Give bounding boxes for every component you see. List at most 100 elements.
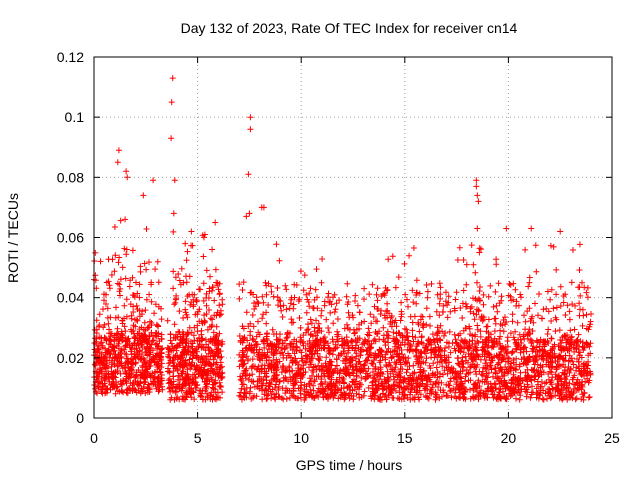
scatter-point xyxy=(472,385,479,392)
scatter-point xyxy=(447,388,453,395)
scatter-point xyxy=(297,324,304,331)
scatter-point xyxy=(587,340,594,347)
scatter-point xyxy=(539,353,546,360)
outlier-point xyxy=(201,231,208,238)
scatter-point xyxy=(449,369,456,376)
scatter-point xyxy=(325,385,332,392)
scatter-point xyxy=(250,323,257,330)
scatter-point xyxy=(568,341,575,348)
scatter-point xyxy=(255,349,262,356)
scatter-point xyxy=(473,311,480,318)
outlier-point xyxy=(473,183,480,190)
scatter-point xyxy=(443,392,450,399)
scatter-point xyxy=(185,377,192,384)
scatter-point xyxy=(142,360,149,367)
scatter-point xyxy=(512,384,519,391)
scatter-point xyxy=(308,320,315,327)
scatter-point xyxy=(341,337,348,343)
scatter-point xyxy=(577,292,584,299)
scatter-point xyxy=(361,362,368,369)
scatter-point xyxy=(459,363,466,370)
scatter-point xyxy=(274,285,281,291)
scatter-point xyxy=(105,256,112,263)
scatter-point xyxy=(122,343,129,350)
scatter-point xyxy=(480,301,487,308)
scatter-point xyxy=(187,391,194,397)
scatter-point xyxy=(413,292,420,298)
scatter-point xyxy=(443,357,450,364)
scatter-point xyxy=(155,343,161,350)
scatter-point xyxy=(553,316,560,323)
scatter-point xyxy=(363,347,370,354)
scatter-point xyxy=(497,352,503,359)
scatter-point xyxy=(191,381,198,387)
scatter-point xyxy=(355,337,361,343)
scatter-point xyxy=(198,393,204,400)
scatter-point xyxy=(530,358,537,365)
scatter-point xyxy=(282,390,289,397)
scatter-point xyxy=(558,378,565,385)
scatter-point xyxy=(263,291,270,298)
scatter-point xyxy=(143,296,150,303)
scatter-point xyxy=(345,309,352,316)
scatter-point xyxy=(249,335,256,342)
scatter-point xyxy=(344,321,350,328)
scatter-point xyxy=(208,323,215,330)
scatter-point xyxy=(184,314,191,321)
scatter-point xyxy=(326,345,333,352)
scatter-point xyxy=(132,316,138,323)
scatter-point xyxy=(403,333,410,340)
scatter-point xyxy=(202,396,209,403)
scatter-point xyxy=(157,354,164,361)
scatter-point xyxy=(142,379,149,386)
scatter-point xyxy=(338,342,345,349)
scatter-point xyxy=(261,362,268,369)
scatter-point xyxy=(463,261,470,268)
scatter-point xyxy=(99,344,106,351)
scatter-point xyxy=(210,329,217,336)
scatter-point xyxy=(467,352,474,358)
scatter-point xyxy=(504,343,511,350)
scatter-point xyxy=(427,339,434,346)
scatter-point xyxy=(546,363,553,370)
scatter-point xyxy=(216,280,223,287)
scatter-point xyxy=(93,317,100,324)
scatter-point xyxy=(472,269,479,276)
scatter-point xyxy=(255,318,261,325)
scatter-point xyxy=(578,386,585,393)
scatter-point xyxy=(385,384,392,391)
scatter-point xyxy=(152,353,159,360)
scatter-point xyxy=(415,394,422,401)
scatter-point xyxy=(492,369,499,376)
scatter-point xyxy=(549,374,556,381)
scatter-point xyxy=(91,361,98,368)
scatter-point xyxy=(502,395,509,402)
scatter-point xyxy=(150,337,157,344)
scatter-point xyxy=(117,276,124,283)
scatter-point xyxy=(302,345,309,352)
scatter-point xyxy=(157,368,164,375)
outlier-point xyxy=(260,204,267,211)
scatter-point xyxy=(485,387,492,394)
scatter-point xyxy=(402,291,409,298)
scatter-point xyxy=(566,394,573,401)
scatter-point xyxy=(533,385,540,392)
scatter-point xyxy=(570,361,577,368)
scatter-point xyxy=(158,316,165,323)
x-tick-label: 10 xyxy=(293,430,309,446)
scatter-point xyxy=(325,294,331,301)
scatter-point xyxy=(129,380,136,387)
scatter-point xyxy=(109,343,116,350)
data-points xyxy=(91,75,594,403)
scatter-point xyxy=(541,380,548,387)
scatter-point xyxy=(557,303,564,309)
scatter-point xyxy=(576,300,583,307)
scatter-point xyxy=(184,248,191,255)
scatter-point xyxy=(513,355,520,362)
scatter-point xyxy=(280,302,287,309)
scatter-point xyxy=(128,312,135,319)
scatter-point xyxy=(398,396,405,403)
scatter-point xyxy=(460,257,467,263)
scatter-point xyxy=(345,345,352,352)
scatter-point xyxy=(146,291,153,298)
